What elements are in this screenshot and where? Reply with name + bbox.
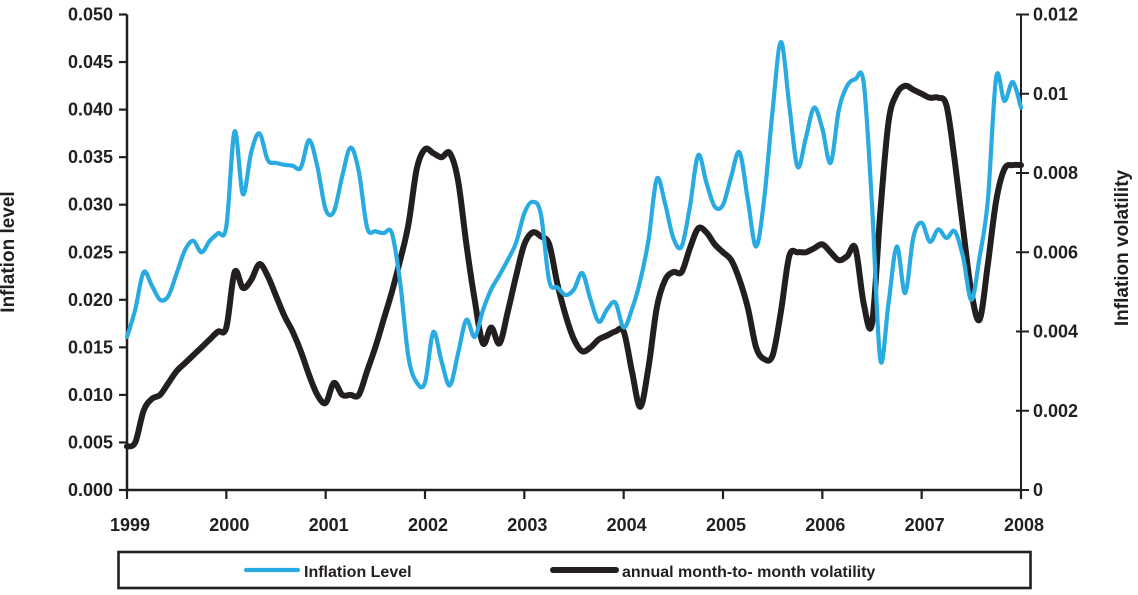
- right-axis-tick-label: 0.004: [1033, 322, 1078, 342]
- series-line-inflation-level: [124, 39, 1024, 390]
- x-axis-tick-label: 2007: [905, 515, 945, 535]
- x-axis-tick-label: 2002: [408, 515, 448, 535]
- x-axis-tick-label: 2000: [209, 515, 249, 535]
- right-axis-tick-label: 0.008: [1033, 163, 1078, 183]
- x-axis-tick-label: 2003: [507, 515, 547, 535]
- series-layer: [124, 39, 1024, 450]
- x-axis-tick-label: 2006: [805, 515, 845, 535]
- left-axis-title: Inflation level: [0, 191, 19, 312]
- legend-label-inflation-level: Inflation Level: [304, 564, 412, 581]
- right-axis-tick-label: 0.012: [1033, 5, 1078, 25]
- left-axis-tick-label: 0.005: [68, 432, 113, 452]
- x-axis-tick-label: 2008: [1004, 515, 1044, 535]
- left-axis-tick-label: 0.045: [68, 52, 113, 72]
- left-axis-tick-label: 0.025: [68, 242, 113, 262]
- legend-label-volatility: annual month-to- month volatility: [622, 564, 875, 581]
- legend: Inflation Level annual month-to- month v…: [117, 550, 1032, 590]
- right-axis-tick-label: 0.006: [1033, 242, 1078, 262]
- left-axis-tick-label: 0.020: [68, 290, 113, 310]
- x-axis-tick-label: 2004: [607, 515, 647, 535]
- axes-layer: 0.0000.0050.0100.0150.0200.0250.0300.035…: [68, 5, 1078, 536]
- right-axis-tick-label: 0.01: [1033, 84, 1068, 104]
- left-axis-tick-label: 0.050: [68, 5, 113, 25]
- left-axis-tick-label: 0.030: [68, 195, 113, 215]
- right-axis-title: Inflation volatility: [1112, 169, 1133, 326]
- x-axis-tick-label: 2001: [309, 515, 349, 535]
- left-axis-tick-label: 0.000: [68, 480, 113, 500]
- left-axis-tick-label: 0.035: [68, 147, 113, 167]
- legend-box: [117, 550, 1032, 590]
- right-axis-tick-label: 0: [1033, 480, 1043, 500]
- left-axis-tick-label: 0.015: [68, 337, 113, 357]
- left-axis-tick-label: 0.040: [68, 100, 113, 120]
- left-axis-tick-label: 0.010: [68, 385, 113, 405]
- x-axis-tick-label: 2005: [706, 515, 746, 535]
- right-axis-tick-label: 0.002: [1033, 401, 1078, 421]
- x-axis-tick-label: 1999: [110, 515, 150, 535]
